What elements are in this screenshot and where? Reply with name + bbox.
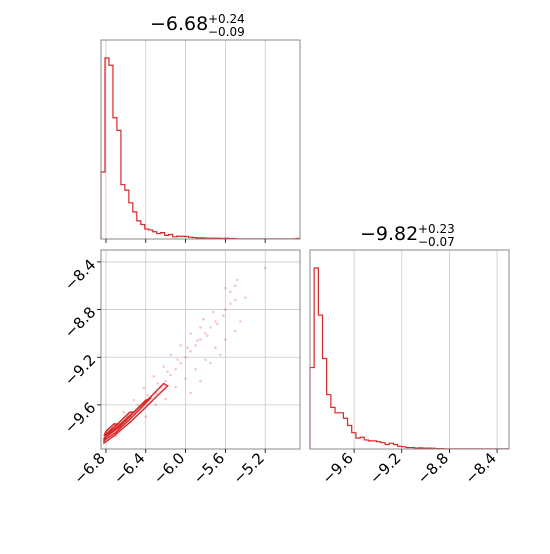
bl-xtick-label-2: −6.0 [150,449,188,487]
bl-point-59 [199,326,202,329]
bl-point-43 [209,361,212,365]
bl-point-38 [204,358,207,361]
panel-frame-bottom-left [100,249,301,450]
bl-point-14 [189,349,192,353]
title-top-left-plus: +0.24 [208,12,245,26]
bl-point-57 [189,332,192,335]
bl-xtick-label-4: −5.2 [230,449,268,487]
br-xtick-label-1: −9.2 [366,449,404,487]
bl-point-19 [214,320,217,323]
br-xtick-label-2: −8.8 [414,449,452,487]
bl-point-50 [234,284,237,288]
bl-point-45 [154,403,158,407]
title-bottom-right-minus: −0.07 [418,235,455,249]
bl-xtick-label-3: −5.6 [190,449,228,487]
bl-point-66 [122,410,126,414]
tl-histogram-line [100,57,300,240]
bl-contour-2 [103,411,136,439]
bl-point-48 [189,391,192,395]
bl-point-31 [146,394,150,397]
bl-point-35 [174,385,177,389]
bl-point-22 [234,298,237,302]
bl-point-44 [219,353,222,357]
bl-point-65 [132,398,136,402]
bl-point-9 [164,379,167,383]
bl-point-47 [199,379,202,383]
title-top-left-median: −6.68 [150,13,208,35]
bl-point-61 [202,317,205,321]
br-xtick-label-0: −9.6 [318,449,356,487]
panel-frame-top-left [100,39,301,240]
hist-top-left: −6.68 +0.24 −0.09 [100,12,301,243]
bl-contour-3 [103,423,120,437]
bl-point-10 [169,373,172,377]
bl-point-18 [209,326,212,329]
bl-ytick-label-1: −8.8 [61,303,99,341]
bl-point-37 [194,367,197,371]
bl-point-46 [144,415,148,419]
bl-point-12 [179,361,182,365]
bl-point-51 [236,278,239,282]
bl-ytick-label-2: −9.2 [61,351,99,389]
br-xtick-label-3: −8.4 [461,449,499,487]
bl-xtick-label-1: −6.4 [110,449,148,487]
bl-point-39 [214,346,217,350]
bl-point-21 [229,302,232,305]
bl-xtick-label-0: −6.8 [70,449,108,487]
bl-point-54 [239,320,242,323]
bl-point-58 [169,353,172,357]
bl-point-25 [206,334,209,338]
bl-point-29 [166,370,169,373]
scatter-bottom-left: −6.8 −6.4 −6.0 −5.6 −5.2 −8.4 −8.8 −9.2 −9.6 [61,249,301,488]
bl-ytick-label-3: −9.6 [61,399,99,437]
title-bottom-right-plus: +0.23 [418,222,455,236]
bl-point-24 [216,322,219,326]
bl-point-11 [174,367,177,371]
bl-point-16 [199,338,202,341]
bl-point-28 [176,358,179,361]
bl-point-26 [196,339,199,342]
bl-point-17 [204,332,207,335]
bl-point-62 [162,365,165,369]
br-histogram-line [309,267,509,450]
bl-point-40 [224,338,227,341]
bl-point-63 [152,375,156,378]
hist-bottom-right: −9.6 −9.2 −8.8 −8.4 −9.82 +0.23 −0.07 [309,222,510,488]
bl-point-15 [194,344,197,347]
bl-point-32 [136,403,140,407]
panel-frame-bottom-right [309,249,510,450]
bl-ytick-label-0: −8.4 [61,256,99,294]
bl-point-36 [184,377,187,380]
title-bottom-right-median: −9.82 [360,223,418,245]
bl-point-52 [224,286,227,290]
bl-point-20 [224,308,227,311]
bl-point-13 [184,355,187,359]
bl-point-53 [263,266,267,270]
bl-point-55 [243,296,247,299]
bl-point-41 [234,329,237,333]
bl-point-60 [212,310,215,314]
bl-point-30 [156,382,160,385]
title-top-left-minus: −0.09 [208,25,245,39]
bl-point-27 [186,346,189,350]
bl-point-56 [179,344,182,347]
bl-point-49 [229,290,232,294]
bl-point-23 [222,314,225,317]
bl-point-42 [164,397,167,401]
bl-point-64 [142,386,146,390]
